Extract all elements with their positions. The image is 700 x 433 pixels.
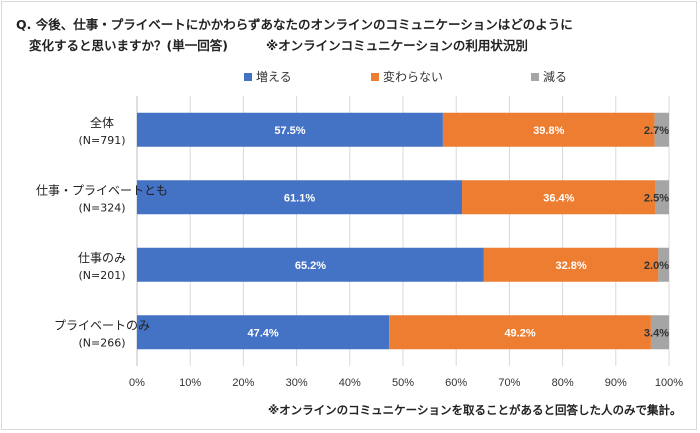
legend-item-decrease: 減る xyxy=(531,68,567,85)
x-tick-label: 20% xyxy=(232,377,254,389)
title-line-1: Q. 今後、仕事・プライベートにかかわらずあなたのオンラインのコミュニケーション… xyxy=(16,17,573,32)
bar-segment xyxy=(137,247,484,282)
data-label: 61.1% xyxy=(284,192,315,204)
data-label: 36.4% xyxy=(543,192,574,204)
bar-segment xyxy=(650,315,669,350)
bar-segment xyxy=(442,112,655,147)
title-line-2: 変化すると思いますか？(単一回答) xyxy=(29,38,228,53)
legend-swatch-decrease xyxy=(531,72,539,81)
legend-swatch-unchanged xyxy=(371,72,379,81)
x-tick-label: 70% xyxy=(498,377,520,389)
data-label: 47.4% xyxy=(247,327,278,339)
data-label: 49.2% xyxy=(504,327,535,339)
bar-segment xyxy=(389,315,651,350)
data-label: 32.8% xyxy=(556,260,587,272)
bar-segment xyxy=(658,247,669,282)
x-tick-label: 30% xyxy=(286,377,308,389)
x-tick-label: 0% xyxy=(129,377,145,389)
bar-segment xyxy=(483,247,659,282)
category-label: 全体 xyxy=(90,115,114,130)
data-label: 2.7% xyxy=(644,125,669,137)
category-label: プライベートのみ xyxy=(54,318,150,332)
data-label: 2.0% xyxy=(644,260,669,272)
category-n-label: (N=324) xyxy=(78,201,125,214)
x-tick-label: 80% xyxy=(552,377,574,389)
bar-segment xyxy=(655,180,669,215)
data-label: 65.2% xyxy=(295,260,326,272)
bar-segment xyxy=(654,112,669,147)
data-label: 57.5% xyxy=(274,125,305,137)
legend-item-increase: 増える xyxy=(244,68,292,85)
x-tick-label: 90% xyxy=(605,377,627,389)
bar-segment xyxy=(137,180,463,215)
data-label: 2.5% xyxy=(644,192,669,204)
title-subtitle: ※オンラインコミュニケーションの利用状況別 xyxy=(265,38,528,53)
x-tick-label: 60% xyxy=(445,377,467,389)
chart-title: Q. 今後、仕事・プライベートにかかわらずあなたのオンラインのコミュニケーション… xyxy=(16,14,686,56)
category-label: 仕事・プライベートとも xyxy=(36,183,168,197)
x-tick-label: 10% xyxy=(179,377,201,389)
x-tick-label: 50% xyxy=(392,377,414,389)
x-tick-label: 100% xyxy=(655,377,683,389)
footnote: ※オンラインのコミュニケーションを取ることがあると回答した人のみで集計。 xyxy=(268,403,682,417)
x-tick-label: 40% xyxy=(339,377,361,389)
legend-swatch-increase xyxy=(244,72,252,81)
category-label: 仕事のみ xyxy=(78,251,126,265)
legend-label-unchanged: 変わらない xyxy=(383,70,444,84)
legend-label-decrease: 減る xyxy=(543,70,568,84)
bar-segment xyxy=(462,180,656,215)
legend-item-unchanged: 変わらない xyxy=(371,68,443,85)
legend: 増える 変わらない 減る xyxy=(0,68,700,84)
bar-segment xyxy=(137,112,443,147)
data-label: 3.4% xyxy=(644,327,669,339)
category-n-label: (N=791) xyxy=(78,134,125,147)
category-n-label: (N=201) xyxy=(78,269,125,282)
legend-label-increase: 増える xyxy=(256,70,292,84)
data-label: 39.8% xyxy=(533,125,564,137)
bar-segment xyxy=(137,315,390,350)
category-n-label: (N=266) xyxy=(78,336,125,349)
